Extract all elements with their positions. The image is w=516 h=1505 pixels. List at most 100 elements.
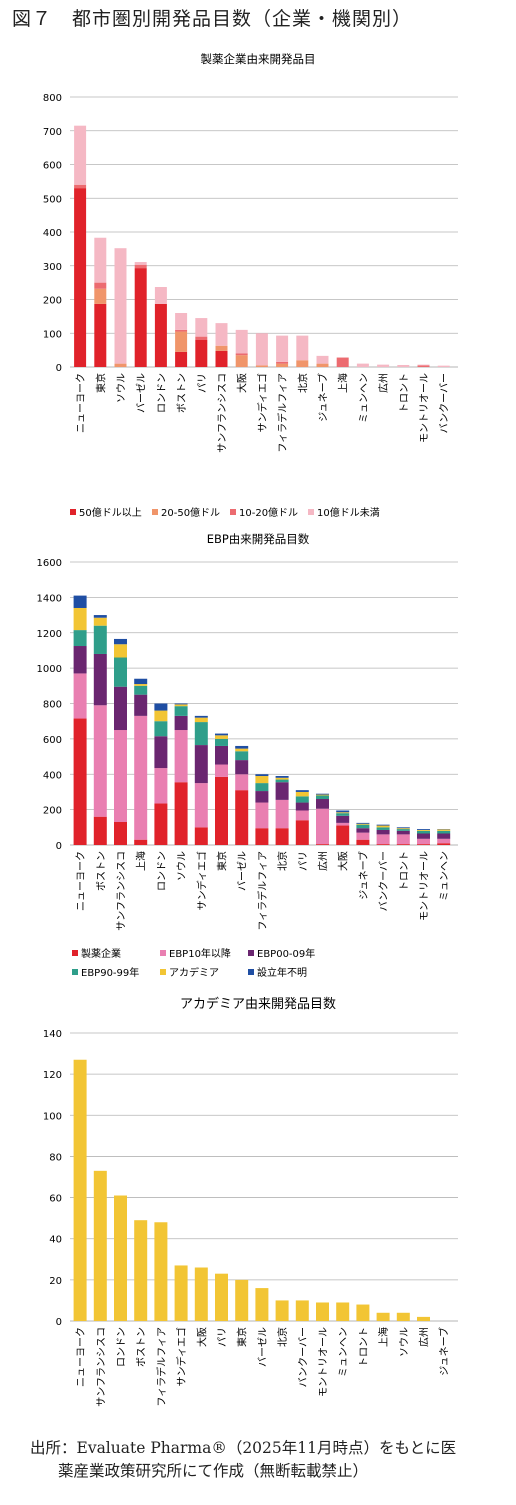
- bar-EBP10年以降: [396, 834, 410, 845]
- x-tick-label: ロンドン: [117, 1327, 128, 1367]
- bar-製薬企業: [154, 803, 168, 845]
- legend-label: EBP00-09年: [257, 947, 315, 960]
- bar-20-50億ドル: [175, 331, 188, 352]
- x-tick-label: フィラデルフィア: [276, 373, 289, 453]
- bar-10-20億ドル: [94, 282, 107, 289]
- bar-EBP00-09年: [73, 646, 87, 674]
- x-tick-label: モントリオール: [318, 1327, 330, 1397]
- x-tick-label: サンフランシスコ: [116, 851, 128, 931]
- bar-EBP90-99年: [255, 783, 269, 792]
- legend-swatch: [152, 509, 158, 515]
- bar-10億ドル未満: [215, 323, 228, 346]
- bar-10億ドル未満: [397, 364, 410, 367]
- bar-製薬企業: [114, 822, 127, 845]
- bar-10億ドル未満: [154, 287, 167, 304]
- bar-value: [93, 1170, 107, 1321]
- bar-EBP90-99年: [235, 751, 249, 761]
- bar-EBP10年以降: [316, 808, 329, 845]
- bar-EBP10年以降: [93, 705, 107, 817]
- bar-EBP10年以降: [73, 673, 87, 719]
- bar-10-20億ドル: [195, 336, 208, 340]
- bar-value: [295, 1300, 309, 1321]
- legend-swatch: [308, 509, 314, 515]
- y-tick-label: 80: [49, 1152, 62, 1163]
- bar-EBP00-09年: [114, 686, 127, 731]
- bar-10億ドル未満: [235, 329, 248, 354]
- bar-製薬企業: [376, 844, 390, 845]
- legend-label: 10億ドル未満: [317, 506, 380, 519]
- bar-EBP10年以降: [194, 783, 208, 828]
- bar-設立年不明: [417, 829, 430, 830]
- bar-アカデミア: [114, 644, 127, 658]
- legend-swatch: [248, 969, 254, 975]
- x-tick-label: サンディエゴ: [175, 1327, 188, 1386]
- legend-label: EBP90-99年: [81, 966, 139, 979]
- bar-EBP10年以降: [376, 834, 390, 845]
- bar-EBP90-99年: [174, 706, 188, 716]
- x-tick-label: 広州: [418, 1327, 431, 1347]
- x-tick-label: バンクーバー: [439, 373, 451, 433]
- bar-50億ドル以上: [175, 351, 188, 367]
- bar-製薬企業: [396, 844, 410, 845]
- bar-EBP00-09年: [356, 828, 370, 833]
- bar-アカデミア: [154, 710, 168, 722]
- x-tick-label: ニューヨーク: [75, 851, 87, 911]
- source-line-2: 薬産業政策研究所にて作成（無断転載禁止）: [58, 1462, 369, 1480]
- legend-label: 10-20億ドル: [239, 506, 298, 519]
- x-tick-label: 北京: [276, 1327, 289, 1347]
- x-tick-label: ロンドン: [157, 373, 168, 413]
- bar-設立年不明: [295, 790, 309, 792]
- x-tick-label: 大阪: [337, 851, 350, 871]
- x-tick-label: ソウル: [398, 1327, 410, 1357]
- y-tick-label: 140: [43, 1029, 62, 1040]
- x-tick-label: 広州: [377, 373, 390, 393]
- chart-pharma-company: 製薬企業由来開発品目 0 100 200 300 400 500 600 700 800 ニューヨー…: [43, 52, 458, 519]
- chart-title: アカデミア由来開発品目数: [180, 996, 336, 1012]
- bar-設立年不明: [215, 733, 228, 736]
- bar-EBP90-99年: [396, 829, 410, 831]
- bar-10億ドル未満: [74, 125, 87, 185]
- y-tick-label: 60: [49, 1194, 62, 1205]
- bar-value: [356, 1304, 370, 1321]
- bar-EBP00-09年: [316, 799, 329, 809]
- x-tick-label: 東京: [216, 851, 229, 871]
- bar-製薬企業: [174, 782, 188, 845]
- x-tick-label: サンフランシスコ: [95, 1327, 107, 1407]
- x-tick-label: 上海: [337, 373, 350, 393]
- bar-アカデミア: [417, 829, 430, 831]
- y-tick-label: 1400: [37, 593, 62, 604]
- x-tick-label: モントリオール: [419, 851, 431, 921]
- bar-製薬企業: [134, 839, 148, 845]
- bar-EBP00-09年: [174, 715, 188, 731]
- bar-EBP10年以降: [174, 730, 188, 783]
- bar-製薬企業: [93, 816, 107, 845]
- bar-アカデミア: [316, 794, 329, 796]
- bar-20-50億ドル: [215, 345, 228, 351]
- bar-製薬企業: [356, 839, 370, 845]
- bar-EBP90-99年: [114, 657, 127, 687]
- bar-EBP90-99年: [215, 738, 228, 746]
- bar-EBP00-09年: [255, 791, 269, 803]
- x-tick-label: ジュネーブ: [357, 851, 370, 900]
- bar-設立年不明: [174, 703, 188, 705]
- bar-製薬企業: [275, 828, 289, 845]
- x-tick-label: 東京: [94, 373, 107, 393]
- bar-アカデミア: [215, 735, 228, 739]
- bar-設立年不明: [194, 715, 208, 718]
- bar-EBP10年以降: [215, 764, 228, 777]
- bar-アカデミア: [376, 825, 390, 828]
- legend-label: EBP10年以降: [169, 947, 231, 960]
- bar-製薬企業: [316, 844, 329, 845]
- x-tick-label: サンディエゴ: [256, 373, 269, 432]
- bar-アカデミア: [73, 607, 87, 631]
- bar-EBP90-99年: [134, 685, 148, 695]
- bar-EBP90-99年: [93, 625, 107, 654]
- bar-EBP10年以降: [114, 730, 127, 823]
- bar-アカデミア: [134, 684, 148, 686]
- source-note: 出所：Evaluate Pharma®（2025年11月時点）をもとに医 薬産業…: [30, 1437, 500, 1483]
- y-tick-label: 1600: [37, 558, 62, 569]
- bar-設立年不明: [336, 810, 350, 813]
- y-tick-label: 700: [43, 127, 62, 138]
- legend-swatch: [72, 950, 78, 956]
- bar-20-50億ドル: [316, 363, 329, 367]
